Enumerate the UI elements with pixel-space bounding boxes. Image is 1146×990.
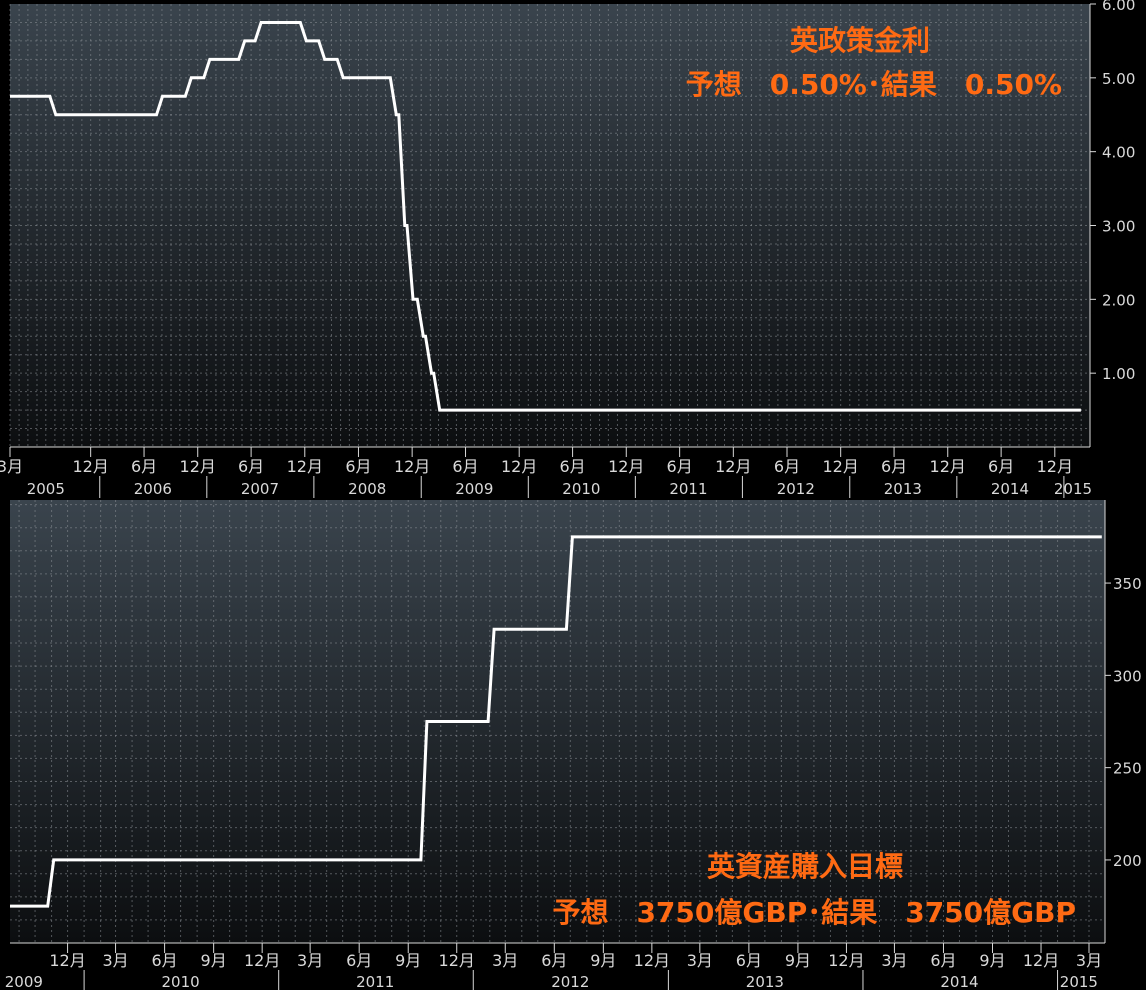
- policy-rate-month-label: 6月: [345, 457, 371, 476]
- policy-rate-month-label: 12月: [287, 457, 323, 476]
- asset-purchase-month-label: 3月: [102, 951, 128, 970]
- policy-rate-y-tick-label: 1.00: [1102, 365, 1135, 383]
- asset-purchase-month-label: 12月: [439, 951, 475, 970]
- policy-rate-month-label: 12月: [822, 457, 858, 476]
- asset-purchase-year-label: 2011: [356, 973, 394, 990]
- policy-rate-month-label: 12月: [180, 457, 216, 476]
- asset-purchase-month-label: 3月: [1076, 951, 1102, 970]
- asset-purchase-month-label: 12月: [634, 951, 670, 970]
- policy-rate-title: 英政策金利: [790, 24, 930, 57]
- asset-purchase-year-label: 2013: [746, 973, 784, 990]
- policy-rate-month-label: 12月: [394, 457, 430, 476]
- asset-purchase-month-label: 6月: [930, 951, 956, 970]
- policy-rate-month-label: 6月: [774, 457, 800, 476]
- asset-purchase-series-line: [10, 535, 1102, 908]
- asset-purchase-y-tick-label: 350: [1113, 575, 1142, 593]
- policy-rate-month-label: 12月: [72, 457, 108, 476]
- policy-rate-month-label: 12月: [501, 457, 537, 476]
- policy-rate-month-label: 6月: [559, 457, 585, 476]
- asset-purchase-chart: 200 250 300 350 12月 3月 6月 9月 12月 3月 6月 9月 12月 3月 6月 9月…: [5, 500, 1142, 990]
- policy-rate-month-label: 12月: [930, 457, 966, 476]
- policy-rate-year-label: 2012: [777, 480, 815, 498]
- asset-purchase-year-label: 2010: [162, 973, 200, 990]
- asset-purchase-month-label: 9月: [590, 951, 616, 970]
- policy-rate-y-axis: 1.00 2.00 3.00 4.00 5.00 6.00: [1089, 0, 1135, 447]
- policy-rate-year-label: 2008: [348, 480, 386, 498]
- asset-purchase-month-label: 9月: [979, 951, 1005, 970]
- policy-rate-year-label: 2011: [669, 480, 707, 498]
- asset-purchase-y-tick-label: 250: [1113, 760, 1142, 778]
- policy-rate-month-label: 12月: [608, 457, 644, 476]
- policy-rate-year-label: 2006: [134, 480, 172, 498]
- asset-purchase-month-label: 12月: [1023, 951, 1059, 970]
- asset-purchase-month-label: 3月: [297, 951, 323, 970]
- policy-rate-month-label: 12月: [715, 457, 751, 476]
- policy-rate-y-tick-label: 6.00: [1102, 0, 1135, 14]
- asset-purchase-month-label: 6月: [346, 951, 372, 970]
- policy-rate-month-label: 6月: [131, 457, 157, 476]
- asset-purchase-year-label: 2014: [940, 973, 978, 990]
- policy-rate-month-label: 6月: [881, 457, 907, 476]
- asset-purchase-plot-area: [10, 500, 1105, 943]
- asset-purchase-grid: [10, 500, 1105, 943]
- asset-purchase-month-label: 6月: [152, 951, 178, 970]
- policy-rate-month-label: 6月: [667, 457, 693, 476]
- asset-purchase-month-label: 3月: [881, 951, 907, 970]
- asset-purchase-x-axis: 12月 3月 6月 9月 12月 3月 6月 9月 12月 3月 6月 9月 12月 3月 6月 9月 12月 3…: [5, 942, 1105, 990]
- policy-rate-y-tick-label: 3.00: [1102, 218, 1135, 236]
- asset-purchase-month-label: 12月: [244, 951, 280, 970]
- policy-rate-subtitle: 予想 0.50%･結果 0.50%: [686, 68, 1062, 101]
- asset-purchase-subtitle: 予想 3750億GBP･結果 3750億GBP: [552, 896, 1076, 929]
- asset-purchase-month-label: 3月: [687, 951, 713, 970]
- asset-purchase-month-label: 9月: [201, 951, 227, 970]
- asset-purchase-y-tick-label: 300: [1113, 667, 1142, 685]
- asset-purchase-month-label: 9月: [395, 951, 421, 970]
- asset-purchase-year-label: 2012: [551, 973, 589, 990]
- asset-purchase-month-label: 6月: [541, 951, 567, 970]
- policy-rate-month-label: 3月: [0, 457, 23, 476]
- policy-rate-year-label: 2013: [884, 480, 922, 498]
- policy-rate-month-label: 12月: [1037, 457, 1073, 476]
- policy-rate-chart: 1.00 2.00 3.00 4.00 5.00 6.00 3月 12月 6月 12月 6月 12月…: [0, 0, 1135, 498]
- policy-rate-month-label: 6月: [988, 457, 1014, 476]
- policy-rate-year-label: 2014: [991, 480, 1029, 498]
- policy-rate-year-label: 2010: [562, 480, 600, 498]
- policy-rate-grid: [9, 4, 1090, 447]
- policy-rate-year-label: 2007: [241, 480, 279, 498]
- asset-purchase-y-axis: 200 250 300 350: [1104, 500, 1142, 943]
- asset-purchase-month-label: 12月: [49, 951, 85, 970]
- policy-rate-month-label: 6月: [238, 457, 264, 476]
- policy-rate-year-label: 2009: [455, 480, 493, 498]
- asset-purchase-y-tick-label: 200: [1113, 852, 1142, 870]
- asset-purchase-year-label: 2015: [1060, 973, 1098, 990]
- policy-rate-y-tick-label: 2.00: [1102, 291, 1135, 309]
- policy-rate-month-label: 6月: [452, 457, 478, 476]
- asset-purchase-month-label: 3月: [492, 951, 518, 970]
- asset-purchase-title: 英資産購入目標: [707, 850, 903, 883]
- policy-rate-year-label: 2015: [1054, 480, 1092, 498]
- policy-rate-series-line: [10, 21, 1081, 412]
- policy-rate-year-label: 2005: [27, 480, 65, 498]
- asset-purchase-year-label: 2009: [5, 973, 43, 990]
- asset-purchase-month-label: 6月: [736, 951, 762, 970]
- asset-purchase-month-label: 9月: [785, 951, 811, 970]
- asset-purchase-month-label: 12月: [828, 951, 864, 970]
- policy-rate-y-tick-label: 5.00: [1102, 70, 1135, 88]
- policy-rate-x-axis: 3月 12月 6月 12月 6月 12月 6月 12月 6月 12月 6月 12月 6月 12月 6月 12月…: [0, 446, 1092, 498]
- policy-rate-y-tick-label: 4.00: [1102, 144, 1135, 162]
